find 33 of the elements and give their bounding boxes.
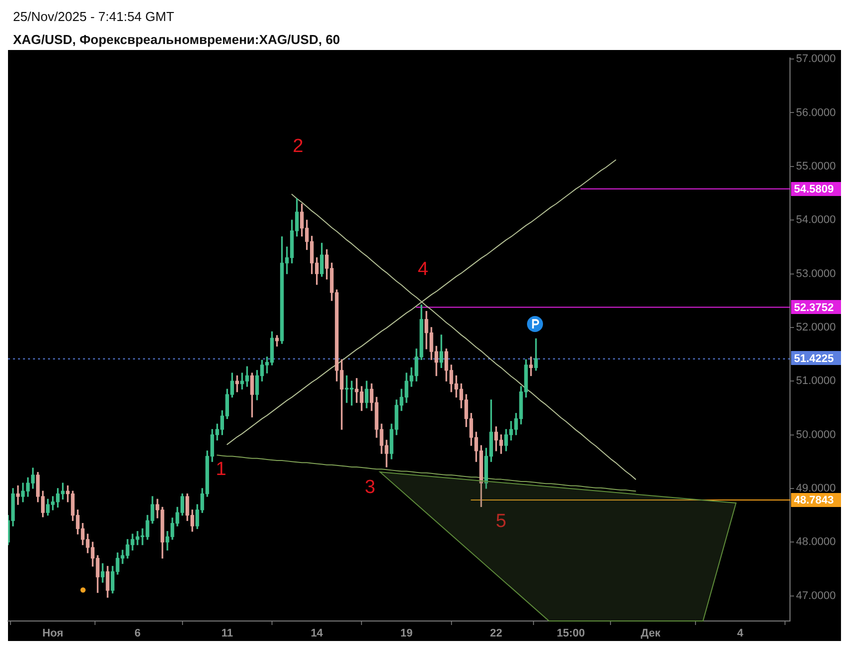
y-tick-label: 57.0000 [796,53,836,66]
x-tick-label: 14 [310,628,324,640]
x-tick-label: 19 [400,628,413,640]
ref-line-label: 51.4225 [794,352,834,365]
data-label: 48.7843 [794,494,834,507]
x-tick-label: Дек [640,628,661,640]
x-tick-label: 22 [490,628,502,640]
annotation: 2 [292,136,304,157]
x-tick-label: 11 [221,628,233,640]
data-label: 54.5809 [794,183,834,196]
y-tick-label: 47.0000 [796,590,836,602]
annotation: 5 [496,511,506,532]
x-tick-label: 15:00 [556,628,585,640]
data-label: 52.3752 [794,302,834,314]
x-tick-label: Ноя [42,628,64,640]
y-tick-label: 52.0000 [796,321,836,334]
y-tick-label: 50.0000 [796,428,836,441]
x-tick-label: 6 [134,628,141,640]
y-tick-label: 54.0000 [796,214,836,226]
y-tick-label: 48.0000 [796,536,836,548]
y-tick-label: 53.0000 [796,268,836,280]
y-tick-label: 51.0000 [796,375,836,388]
annotation: 1 [216,459,226,480]
annotation: 4 [418,259,428,280]
y-tick-label: 49.0000 [796,482,836,494]
chart-title: XAG/USD, Форексвреальномвремени:XAG/USD, 60 [13,32,340,47]
candlestick [529,356,533,376]
y-tick-label: 56.0000 [796,106,836,119]
annotation: 3 [364,477,376,498]
x-tick-label: 4 [737,628,744,640]
y-tick-label: 55.0000 [796,160,836,172]
candlestick [16,485,20,505]
text: 25/Nov/2025 - 7:41:54 GMT [13,9,174,24]
